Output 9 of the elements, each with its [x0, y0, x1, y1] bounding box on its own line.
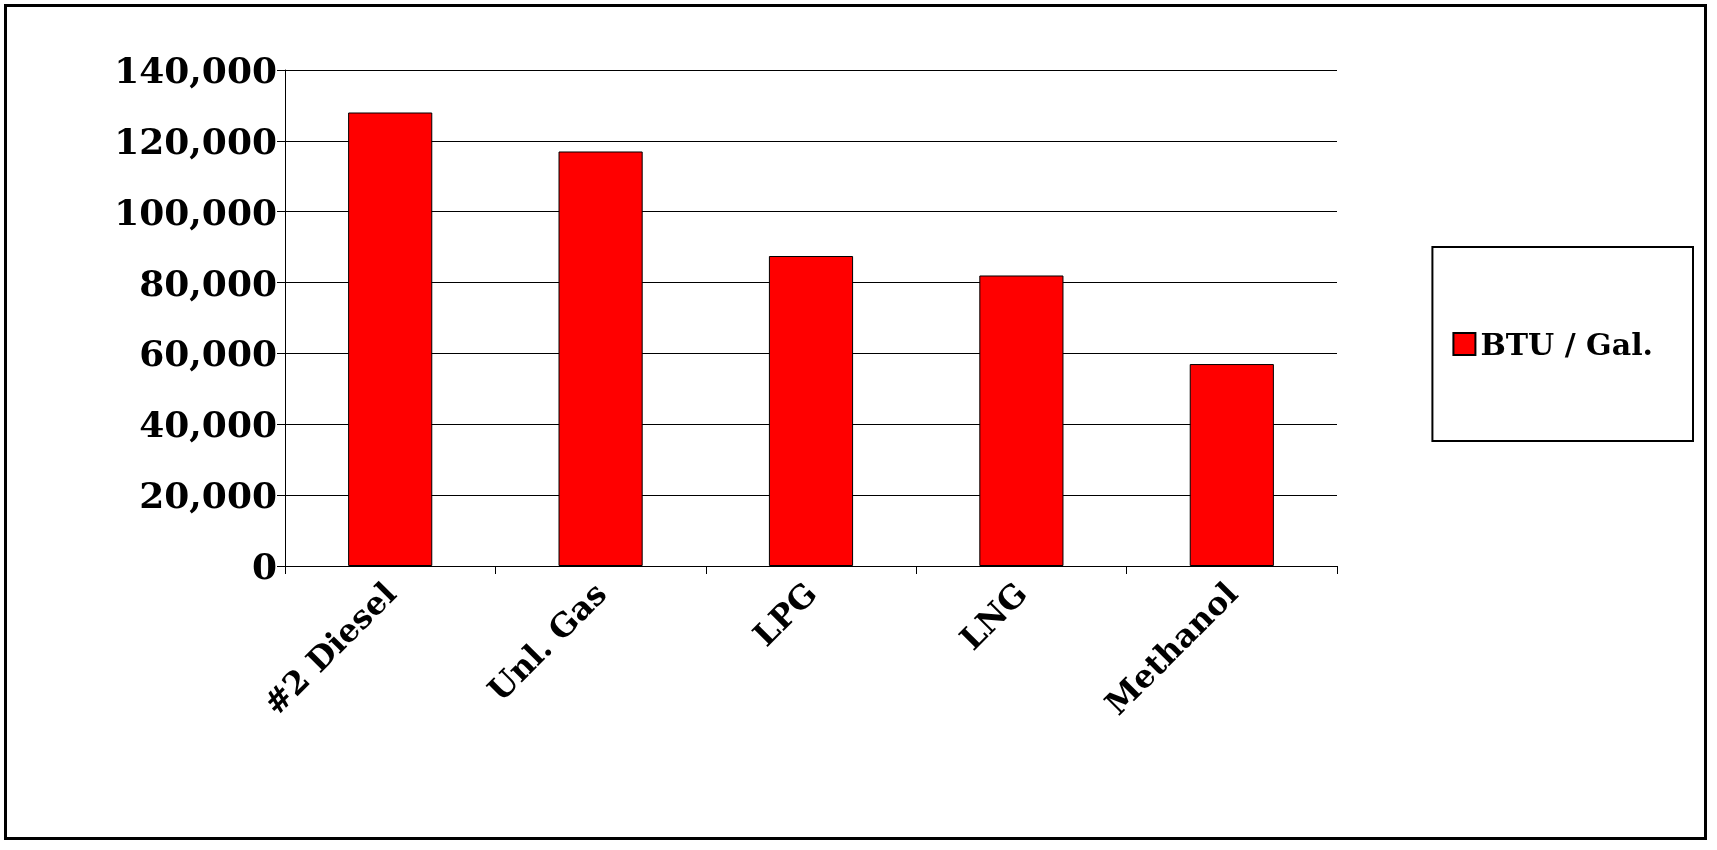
y-tick-label: 80,000 — [139, 261, 277, 304]
y-tick-label: 20,000 — [139, 474, 277, 517]
y-tick-label: 60,000 — [139, 332, 277, 375]
y-tick-label: 100,000 — [114, 190, 277, 233]
y-tick-label: 120,000 — [114, 119, 277, 162]
y-tick-label: 140,000 — [114, 49, 277, 91]
y-tick-label: 40,000 — [139, 403, 277, 446]
legend-label: BTU / Gal. — [1480, 326, 1654, 362]
y-tick-label: 0 — [251, 545, 277, 587]
